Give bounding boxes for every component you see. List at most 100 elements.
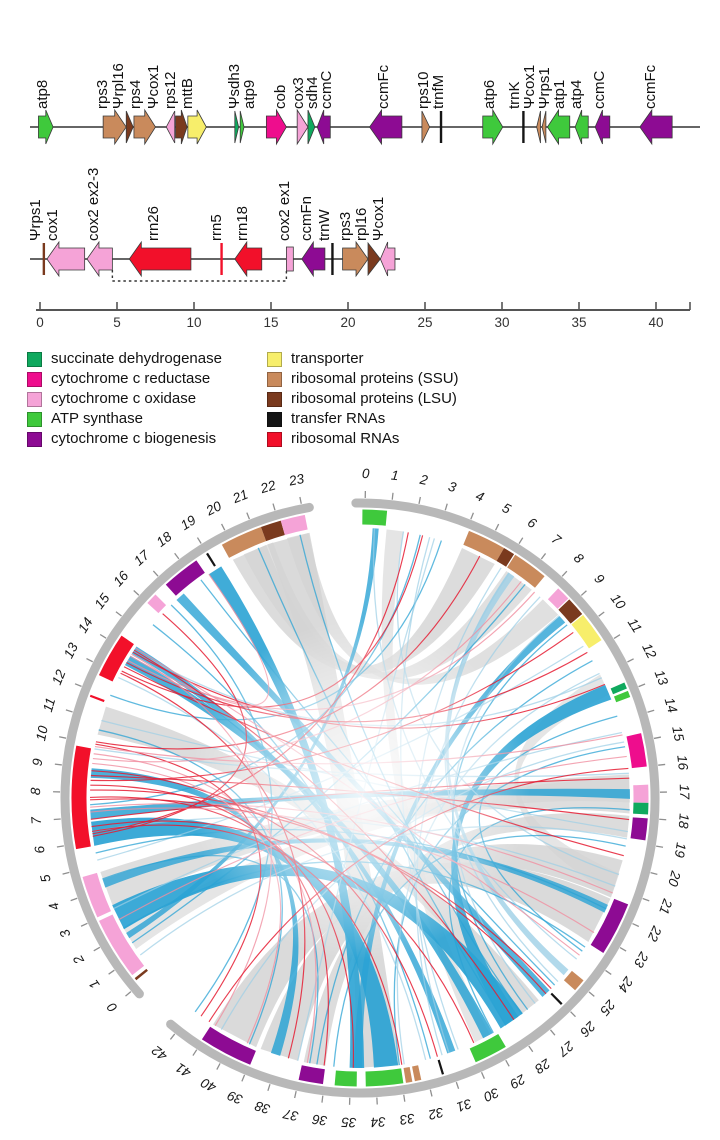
gene-label-sdh4: sdh4 [304, 76, 321, 109]
circos-position-label: 21 [656, 896, 676, 916]
circos-tick [494, 523, 500, 531]
circos-position-label: 38 [253, 1098, 272, 1117]
legend-item: cytochrome c reductase [27, 369, 222, 389]
circos-block-cob [626, 733, 647, 769]
circos-tick [99, 633, 107, 639]
scale-tick-label: 0 [36, 315, 44, 330]
circos-position-label: 24 [615, 973, 636, 995]
scale-axis: 0 5 10 15 20 25 30 35 40 [36, 302, 691, 330]
circos-position-label: 30 [481, 1085, 501, 1105]
circos-block-atp6 [469, 1033, 506, 1063]
scale-tick-label: 15 [263, 315, 278, 330]
circos-tick [246, 512, 251, 520]
gene-label-ccmC: ccmC [591, 71, 608, 109]
circos-position-label: 15 [669, 725, 687, 743]
gene-label-rps10: rps10 [415, 71, 432, 109]
circos-block-rps10 [563, 970, 584, 991]
scale-tick-label: 30 [494, 315, 509, 330]
circos-position-label: 6 [525, 515, 540, 532]
circos-tick [518, 537, 524, 544]
scale-tick-label: 25 [417, 315, 432, 330]
circos-position-label: 14 [662, 696, 681, 715]
circos-position-label: 34 [370, 1114, 386, 1130]
circos-block-rrn26 [71, 745, 92, 850]
circos-tick [65, 709, 73, 713]
gene-label-cox2-ex1: cox2 ex1 [276, 181, 293, 241]
circos-position-label: 39 [225, 1088, 245, 1108]
circos-block-ccmFc [590, 898, 629, 953]
circos-tick [169, 1033, 176, 1040]
legend-item: cytochrome c biogenesis [27, 429, 222, 449]
legend-swatch-ssu [267, 371, 282, 387]
circos-tick [638, 683, 646, 688]
circos-position-label: 3 [57, 927, 74, 941]
circos-position-label: 40 [198, 1075, 219, 1096]
circos-block-atp4 [334, 1070, 357, 1087]
circos-block-atp9 [613, 690, 631, 703]
gene-ccmFc [369, 108, 403, 146]
gene-label-Ψcox1: Ψcox1 [145, 65, 162, 109]
circos-position-label: 18 [154, 529, 175, 550]
circos-position-label: 32 [427, 1104, 446, 1122]
circos-tick [80, 922, 88, 927]
circos-position-label: 35 [341, 1115, 357, 1131]
gene-label-rps3: rps3 [337, 212, 354, 241]
gene-label-rps12: rps12 [162, 71, 179, 109]
gene-label-Ψcox1: Ψcox1 [370, 197, 387, 241]
circos-tick [570, 1011, 576, 1018]
circos-position-label: 9 [30, 757, 46, 767]
synteny-ribbon [287, 532, 559, 685]
circos-position-label: 20 [203, 498, 224, 519]
gene-atp1 [546, 108, 571, 146]
circos-tick [444, 503, 448, 511]
circos-block-Ψcox1 [280, 514, 308, 536]
circos-block-ccmFc [201, 1026, 257, 1065]
gene-label-Ψcox1: Ψcox1 [521, 65, 538, 109]
circos-tick [56, 845, 64, 848]
gene-cox2-ex1 [285, 246, 294, 272]
circos-position-label: 22 [645, 923, 666, 944]
legend-item: transfer RNAs [267, 409, 459, 429]
circos-position-label: 18 [676, 813, 692, 830]
gene-label-atp6: atp6 [481, 80, 498, 109]
circos-position-label: 17 [131, 547, 153, 569]
circos-tick [62, 871, 70, 875]
gene-rps4 [133, 108, 156, 146]
gene-atp6 [482, 108, 504, 146]
circos-position-label: 27 [555, 1038, 577, 1060]
circos-tick [174, 552, 180, 560]
gene-map-track-B: Ψrps1 cox1 cox2 ex2-3 rrn26 rrn5 rrn18 cox2 ex… [27, 168, 400, 282]
scale-tick-label: 35 [571, 315, 586, 330]
legend-swatch-oxidase [27, 391, 42, 407]
circos-block-atp1 [365, 1068, 404, 1087]
gene-label-cob: cob [272, 85, 289, 109]
circos-tick [321, 1095, 324, 1103]
circos-position-label: 3 [446, 479, 458, 496]
gene-label-ccmFn: ccmFn [298, 196, 315, 241]
circos-tick [86, 657, 94, 663]
circos-tick [619, 947, 627, 952]
legend-swatch-transporter [267, 351, 282, 367]
circos-ring: 0 1 2 3456789101112131415161718192021222324… [28, 466, 692, 1130]
legend-item: cytochrome c oxidase [27, 389, 222, 409]
legend-item: transporter [267, 349, 459, 369]
circos-position-label: 12 [639, 641, 659, 662]
legend-item: ATP synthase [27, 409, 222, 429]
circos-block-rrn18 [98, 635, 134, 682]
circos-tick [632, 922, 640, 928]
circos-position-label: 29 [507, 1071, 529, 1092]
circos-position-label: 37 [282, 1106, 300, 1124]
gene-label-cox1: cox1 [44, 209, 61, 241]
circos-position-label: 7 [549, 531, 564, 548]
circos-tick [125, 991, 132, 997]
circos-position-label: 33 [398, 1111, 416, 1128]
circos-block-trnW [206, 552, 216, 567]
circos-position-label: 4 [46, 900, 63, 912]
legend-swatch-reductase [27, 371, 42, 387]
circos-block-Ψrpl16 [496, 548, 515, 567]
gene-rps12 [175, 109, 188, 145]
gene-label-Ψrps1: Ψrps1 [536, 67, 553, 109]
circos-block-rpl16 [260, 520, 285, 542]
circos-block-atp8 [362, 509, 388, 526]
circos-block-mttB [571, 615, 602, 649]
